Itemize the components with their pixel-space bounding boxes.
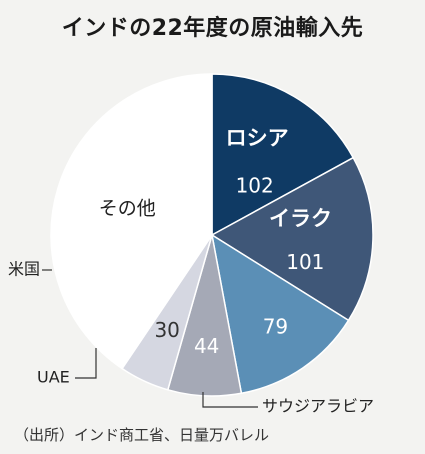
pie-slice-5 (50, 73, 213, 370)
slice-name-label-5: その他 (99, 198, 156, 220)
pie-slices (50, 73, 374, 397)
outside-label-uae: UAE (37, 368, 70, 387)
outside-label-us: 米国 (8, 260, 40, 279)
slice-value-label-1: 101 (286, 250, 324, 274)
outside-label-saudi: サウジアラビア (262, 397, 374, 416)
pie-slice-0 (211, 73, 355, 237)
leader-line-uae (75, 348, 97, 379)
chart-title: インドの22年度の原油輸入先 (61, 16, 364, 41)
source-note: （出所）インド商工省、日量万バレル (14, 426, 270, 444)
pie-slice-2 (210, 233, 350, 395)
pie-slice-1 (210, 156, 374, 322)
slice-value-label-2: 79 (263, 315, 288, 339)
leader-line-saudi (202, 392, 258, 408)
slice-value-label-0: 102 (236, 173, 274, 197)
slice-value-label-4: 30 (154, 318, 179, 342)
slice-name-label-1: イラク (269, 207, 332, 231)
slice-name-label-0: ロシア (226, 126, 289, 150)
slice-value-label-3: 44 (194, 334, 219, 358)
